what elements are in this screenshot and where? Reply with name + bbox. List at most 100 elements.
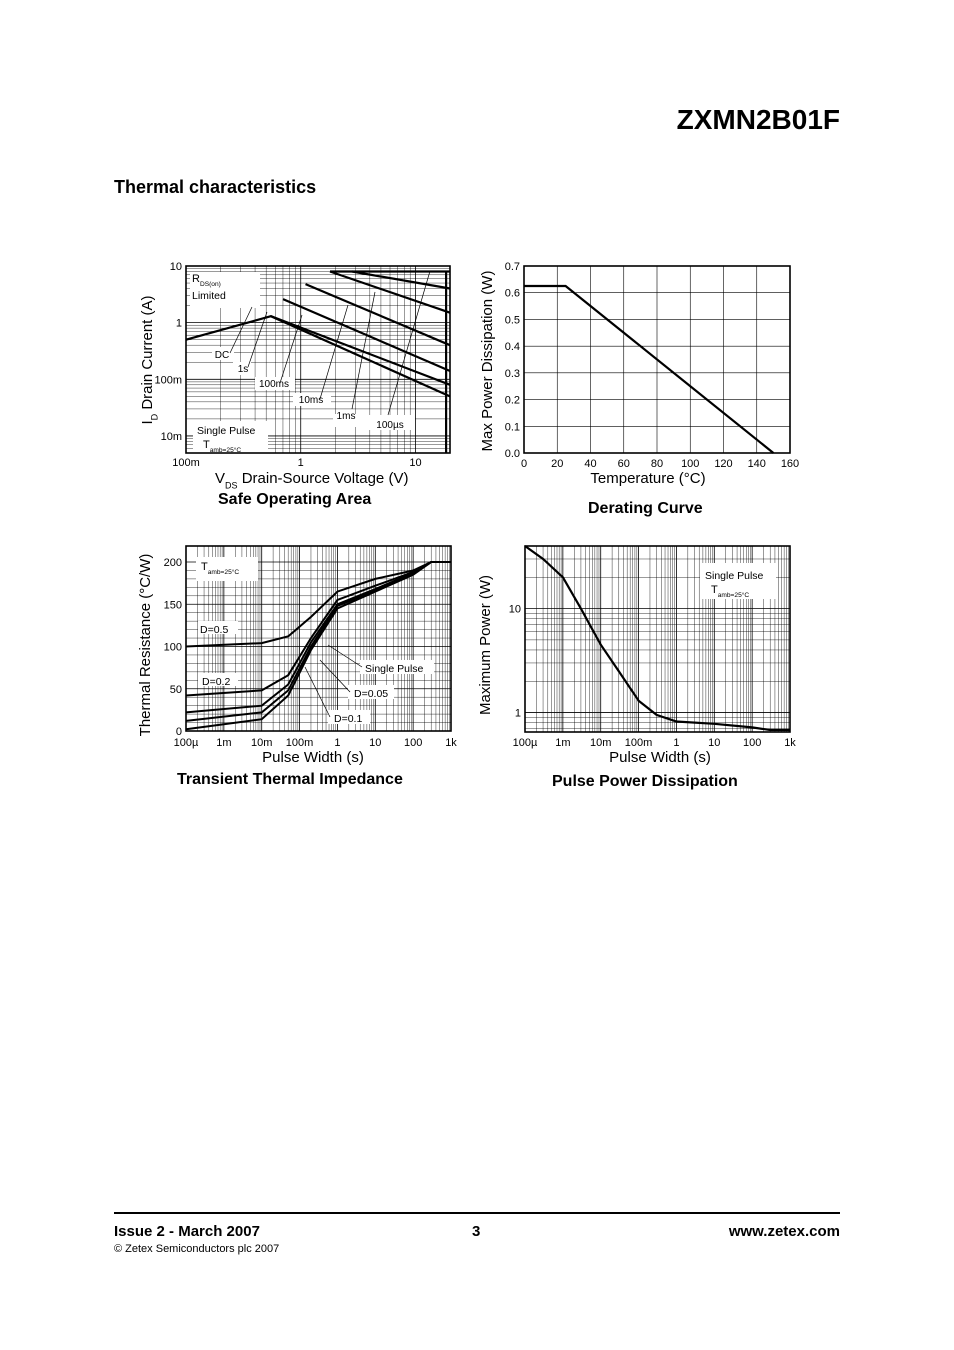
soa-y-tick-label: 10m <box>161 431 182 443</box>
soa-plot: DC 1s 100ms 10ms 1ms 100µs RDS(on) Limited Singl… <box>139 261 451 490</box>
soa-series-10ms <box>305 283 451 347</box>
soa-label-bg <box>333 414 367 427</box>
derating-x-tick-label: 0 <box>521 458 527 470</box>
soa-label-bg <box>212 347 234 360</box>
derating-chart: 0 20 40 60 80 100 120 140 160 0.0 0.1 0.2 0.3 0.4 0.5 0… <box>470 255 810 525</box>
derating-y-axis-label: Max Power Dissipation (W) <box>479 271 496 452</box>
transient-annotation-single-pulse: Single Pulse <box>365 663 424 675</box>
pulse-power-x-tick-label: 100 <box>743 737 761 749</box>
transient-x-tick-label: 1m <box>216 737 231 749</box>
pulse-power-x-axis-label: Pulse Width (s) <box>609 749 711 766</box>
derating-x-tick-label: 120 <box>714 458 732 470</box>
soa-x-tick-label: 100m <box>172 457 200 469</box>
soa-x-axis-label: VDS Drain-Source Voltage (V) <box>215 470 408 490</box>
soa-series-label: 1s <box>238 364 249 375</box>
transient-leader-line <box>327 644 363 668</box>
section-title: Thermal characteristics <box>114 177 317 197</box>
pulse-power-y-axis-label: Maximum Power (W) <box>477 575 494 715</box>
soa-series-100ms <box>282 298 451 373</box>
soa-leader-line <box>387 270 431 416</box>
transient-leader-line <box>304 666 331 718</box>
transient-x-tick-label: 1 <box>334 737 340 749</box>
transient-annotation-d05: D=0.5 <box>200 624 228 636</box>
derating-x-tick-label: 140 <box>748 458 766 470</box>
soa-annotation-limited: Limited <box>192 290 226 302</box>
transient-label-bg <box>328 710 370 724</box>
footer-copyright: © Zetex Semiconductors plc 2007 <box>114 1243 280 1255</box>
soa-series-1s <box>270 315 451 386</box>
derating-x-tick-label: 20 <box>551 458 563 470</box>
pulse-power-y-tick-label: 10 <box>509 604 521 616</box>
pulse-power-annotation-tamb: Tamb=25°C <box>711 584 749 599</box>
soa-label-bg <box>367 415 415 430</box>
soa-x-tick-label: 10 <box>409 457 421 469</box>
transient-x-tick-label: 10 <box>369 737 381 749</box>
transient-y-tick-label: 100 <box>164 642 182 654</box>
transient-y-tick-label: 150 <box>164 599 182 611</box>
derating-y-tick-label: 0.3 <box>505 368 520 380</box>
transient-y-tick-label: 50 <box>170 684 182 696</box>
pulse-power-x-tick-label: 1 <box>673 737 679 749</box>
pulse-power-label-bg <box>700 563 776 599</box>
pulse-power-x-tick-label: 1m <box>555 737 570 749</box>
pulse-power-x-tick-label: 1k <box>784 737 796 749</box>
derating-y-tick-label: 0.1 <box>505 421 520 433</box>
transient-label-bg <box>196 557 258 581</box>
transient-title: Transient Thermal Impedance <box>177 771 403 788</box>
soa-leader-line <box>247 311 268 368</box>
transient-x-tick-label: 100m <box>286 737 314 749</box>
soa-series-1ms <box>329 270 451 314</box>
soa-annotation-tamb: Tamb=25°C <box>203 439 241 454</box>
transient-label-bg <box>348 685 394 699</box>
soa-leader-line <box>229 306 253 354</box>
derating-y-tick-label: 0.7 <box>505 261 520 273</box>
transient-plot: Tamb=25°C D=0.5 D=0.2 Single Pulse D=0.05 D=0… <box>137 545 457 766</box>
derating-x-tick-label: 60 <box>618 458 630 470</box>
pulse-power-annotation-single-pulse: Single Pulse <box>705 570 764 582</box>
transient-frame <box>185 545 452 732</box>
derating-plot: 0 20 40 60 80 100 120 140 160 0.0 0.1 0.2 0.3 0.4 0.5 0… <box>479 261 799 487</box>
pulse-power-plot: Single Pulse Tamb=25°C 100µ 1m 10m 100m 1 10 100… <box>477 545 796 766</box>
soa-title: Safe Operating Area <box>218 491 372 508</box>
transient-annotation-d01: D=0.1 <box>334 713 362 725</box>
derating-y-tick-label: 0.2 <box>505 395 520 407</box>
pulse-power-x-tick-label: 100m <box>625 737 653 749</box>
transient-x-tick-label: 1k <box>445 737 457 749</box>
footer-page-number: 3 <box>472 1223 481 1240</box>
soa-annotation-single-pulse: Single Pulse <box>197 425 256 437</box>
transient-series-single-pulse <box>185 561 451 731</box>
transient-x-tick-label: 10m <box>251 737 272 749</box>
footer-issue: Issue 2 - March 2007 <box>114 1223 260 1240</box>
soa-series-label: 100ms <box>259 379 289 390</box>
derating-y-tick-label: 0.0 <box>505 448 520 460</box>
soa-label-bg <box>233 362 251 375</box>
soa-y-axis-label: ID Drain Current (A) <box>139 295 159 424</box>
soa-series-label: DC <box>215 350 229 361</box>
derating-y-tick-label: 0.5 <box>505 314 520 326</box>
pulse-power-title: Pulse Power Dissipation <box>552 773 738 790</box>
transient-label-bg <box>198 621 238 634</box>
soa-label-bg <box>193 421 268 455</box>
transient-annotation-d02: D=0.2 <box>202 676 230 688</box>
transient-x-tick-label: 100µ <box>174 737 199 749</box>
part-number: ZXMN2B01F <box>676 104 840 135</box>
soa-series-label: 10ms <box>299 395 323 406</box>
derating-y-tick-label: 0.6 <box>505 288 520 300</box>
soa-frame <box>185 265 451 454</box>
transient-annotation-d005: D=0.05 <box>354 688 388 700</box>
soa-annotation-rds: RDS(on) <box>192 273 221 288</box>
transient-x-tick-label: 100 <box>404 737 422 749</box>
pulse-power-curve <box>524 545 790 732</box>
soa-leader-line <box>319 304 349 400</box>
derating-x-tick-label: 40 <box>584 458 596 470</box>
soa-x-tick-label: 1 <box>298 457 304 469</box>
pulse-power-y-tick-label: 1 <box>515 708 521 720</box>
derating-x-axis-label: Temperature (°C) <box>590 470 705 487</box>
pulse-power-x-tick-label: 10 <box>708 737 720 749</box>
footer-website: www.zetex.com <box>728 1223 840 1240</box>
soa-series-label: 1ms <box>337 411 356 422</box>
transient-y-tick-label: 200 <box>164 557 182 569</box>
transient-label-bg <box>198 673 238 686</box>
pulse-power-x-tick-label: 100µ <box>513 737 538 749</box>
transient-y-axis-label: Thermal Resistance (°C/W) <box>137 554 154 737</box>
